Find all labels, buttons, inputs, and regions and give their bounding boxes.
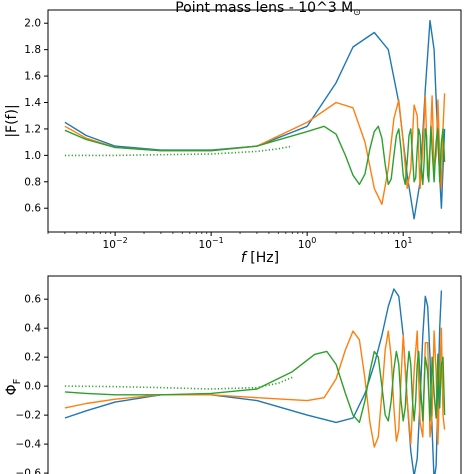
series-line-3: [64, 350, 446, 424]
x-tick-label: 10−1: [199, 236, 224, 251]
series-line-2: [64, 93, 446, 205]
phase-y-label-subscript: F: [12, 378, 23, 384]
y-tick-label: 0.2: [24, 352, 41, 364]
phase-panel: −0.6 −0.4 −0.2 0.0 0.2 0.4 0.6 ΦF: [4, 275, 462, 474]
y-tick-label: 0.6: [24, 203, 41, 215]
phase-series: [64, 288, 446, 474]
magnification-plot-area: [47, 9, 462, 233]
series-line-1: [64, 19, 446, 220]
phase-y-ticks: −0.6 −0.4 −0.2 0.0 0.2 0.4 0.6: [16, 294, 48, 474]
y-tick-label: 1.6: [24, 71, 41, 83]
y-tick-label: −0.6: [16, 468, 42, 474]
y-tick-label: 2.0: [24, 18, 41, 30]
y-tick-label: −0.2: [16, 410, 42, 422]
magnification-x-ticks: 10−2 10−1 100 101: [47, 232, 462, 251]
y-tick-label: 1.0: [24, 150, 41, 162]
phase-plot-area: [47, 275, 462, 474]
magnification-x-label: f [Hz]: [241, 250, 279, 266]
magnification-y-label: |F(f)|: [4, 104, 20, 137]
magnification-panel: 0.60.81.01.21.41.61.82.0 10−2 10−1 100 101 …: [4, 9, 462, 266]
y-tick-label: 1.4: [24, 97, 41, 109]
y-tick-label: 0.6: [24, 294, 41, 306]
x-label-unit: [Hz]: [250, 250, 279, 266]
x-tick-label: 101: [394, 236, 412, 251]
series-line-3: [64, 125, 446, 186]
x-tick-label: 100: [298, 236, 316, 251]
phase-y-label-symbol: Φ: [4, 384, 20, 395]
chart-title-text: Point mass lens - 10^3 M: [175, 0, 353, 16]
y-tick-label: 0.4: [24, 323, 41, 335]
series-line-2: [64, 327, 446, 448]
y-tick-label: 0.8: [24, 176, 41, 188]
x-tick-label: 10−2: [103, 236, 128, 251]
phase-y-label: ΦF: [4, 378, 23, 395]
y-tick-label: 0.0: [24, 381, 41, 393]
magnification-y-ticks: 0.6 0.8 1.0 1.2 1.4 1.6 1.8 2.0: [24, 18, 48, 215]
x-label-variable: f: [241, 250, 248, 266]
chart-title: Point mass lens - 10^3 M⊙: [175, 0, 361, 18]
series-line-1: [64, 288, 443, 474]
magnification-series: [64, 19, 446, 220]
series-line-4-dotted: [64, 376, 293, 390]
y-tick-label: −0.4: [16, 439, 42, 451]
solar-mass-symbol: ⊙: [353, 8, 361, 18]
y-tick-label: 1.8: [24, 44, 41, 56]
series-line-4-dotted: [64, 145, 293, 157]
y-tick-label: 1.2: [24, 123, 41, 135]
